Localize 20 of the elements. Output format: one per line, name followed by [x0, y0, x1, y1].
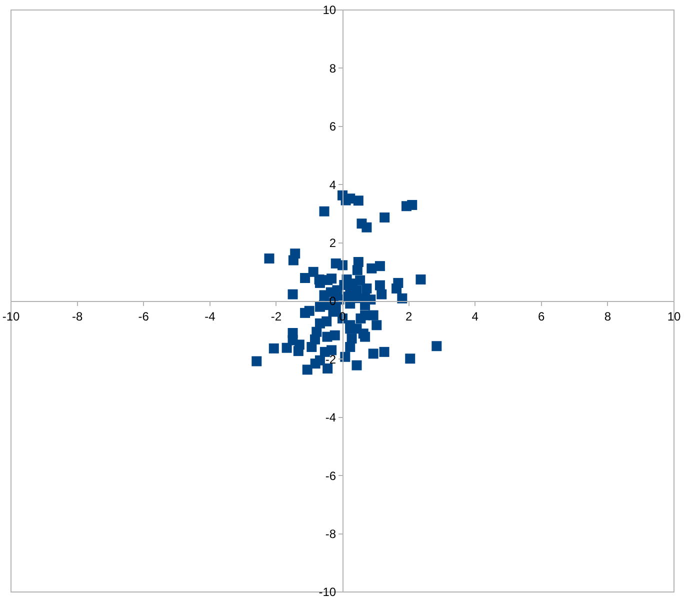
y-tick-label: 2 — [329, 236, 336, 250]
x-tick-label: -4 — [204, 309, 216, 324]
y-tick-label: -6 — [325, 468, 336, 483]
x-tick-label: 10 — [667, 309, 681, 324]
x-tick-label: 8 — [604, 309, 612, 324]
x-tick-label: 6 — [538, 309, 546, 324]
x-tick-label: -6 — [138, 309, 150, 324]
x-tick-label: -8 — [72, 309, 83, 324]
x-tick-label: 2 — [405, 309, 412, 324]
x-tick-label: -2 — [270, 309, 282, 324]
x-tick-label: 4 — [472, 309, 479, 324]
y-tick-label: 8 — [329, 61, 336, 76]
y-tick-label: -4 — [325, 410, 336, 425]
y-tick-label: -10 — [318, 585, 336, 600]
y-tick-label: -2 — [325, 352, 336, 366]
y-tick-label: 10 — [322, 3, 336, 18]
y-tick-label: 6 — [329, 120, 336, 134]
y-tick-label: 4 — [329, 178, 336, 192]
x-tick-label: -10 — [2, 309, 20, 324]
y-tick-label: -8 — [325, 527, 336, 541]
